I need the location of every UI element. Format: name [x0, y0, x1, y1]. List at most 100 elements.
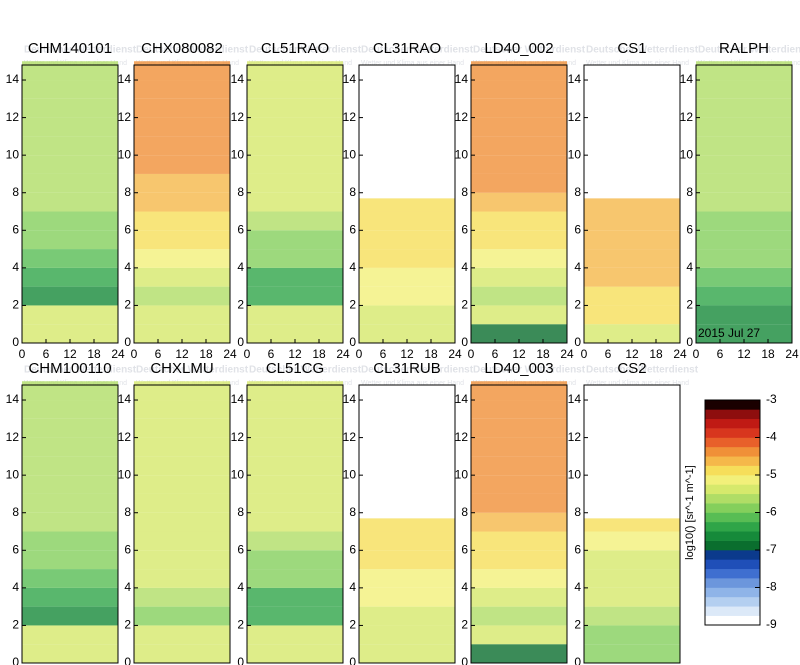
heatmap-cell [134, 173, 230, 193]
y-tick-label: 12 [118, 430, 132, 444]
heatmap-cell [471, 192, 567, 212]
colorbar-tick-label: -3 [766, 392, 777, 406]
heatmap-cell [471, 286, 567, 306]
heatmap-cell [359, 569, 455, 588]
heatmap-cell [471, 550, 567, 570]
watermark: Deutscher Wetterdienst [24, 45, 137, 56]
watermark: Wetter und Klima aus einer Hand [361, 380, 464, 387]
heatmap-cell [471, 400, 567, 419]
heatmap-cell [134, 192, 230, 212]
y-tick-label: 12 [455, 430, 469, 444]
heatmap-cell [22, 267, 118, 287]
y-tick-label: 14 [118, 72, 132, 86]
heatmap-cell [247, 155, 343, 174]
y-tick-label: 0 [237, 335, 244, 349]
y-tick-label: 6 [124, 542, 131, 556]
colorbar-swatch [705, 512, 760, 523]
x-tick-label: 6 [380, 347, 387, 361]
panel-title: CHM140101 [28, 40, 112, 57]
colorbar-swatch [705, 437, 760, 448]
x-tick-label: 18 [649, 347, 663, 361]
heatmap-cell [22, 512, 118, 532]
y-tick-label: 10 [231, 147, 245, 161]
colorbar-swatch [705, 409, 760, 420]
y-tick-label: 8 [237, 505, 244, 519]
colorbar-swatch [705, 540, 760, 551]
heatmap-cell [471, 117, 567, 137]
heatmap-cell [359, 249, 455, 268]
heatmap-cell [696, 117, 792, 137]
colorbar-swatch [705, 493, 760, 504]
y-tick-label: 6 [461, 542, 468, 556]
y-tick-label: 14 [680, 72, 694, 86]
y-tick-label: 8 [124, 185, 131, 199]
y-tick-label: 10 [568, 467, 582, 481]
heatmap-cell [247, 136, 343, 156]
colorbar-swatch [705, 531, 760, 541]
y-tick-label: 14 [343, 392, 357, 406]
panel-title: CS2 [617, 360, 646, 377]
heatmap-cell [247, 456, 343, 476]
heatmap-cell [584, 286, 680, 306]
colorbar-tick-label: -6 [766, 505, 777, 519]
y-tick-label: 2 [12, 618, 19, 632]
colorbar-swatch [705, 428, 760, 438]
y-tick-label: 14 [568, 72, 582, 86]
x-tick-label: 0 [468, 347, 475, 361]
heatmap-cell [22, 531, 118, 551]
heatmap-cell [696, 267, 792, 287]
y-tick-label: 10 [680, 147, 694, 161]
colorbar-tick-label: -5 [766, 467, 777, 481]
plot-frame [470, 384, 568, 664]
heatmap-cell [584, 324, 680, 343]
heatmap-cell [696, 136, 792, 156]
y-tick-label: 12 [118, 110, 132, 124]
heatmap-cell [134, 644, 230, 663]
heatmap-cell [471, 324, 567, 343]
heatmap-cell [22, 324, 118, 343]
x-tick-label: 12 [63, 347, 77, 361]
x-tick-label: 12 [737, 347, 751, 361]
heatmap-cell [696, 286, 792, 306]
heatmap-cell [247, 267, 343, 287]
colorbar-swatch [705, 559, 760, 570]
watermark: Wetter und Klima aus einer Hand [586, 60, 689, 67]
colorbar-tick-label: -4 [766, 430, 777, 444]
heatmap-cell [134, 286, 230, 306]
x-tick-label: 18 [87, 347, 101, 361]
heatmap-cell [584, 230, 680, 250]
colorbar-swatch [705, 465, 760, 476]
heatmap-cell [22, 493, 118, 513]
y-tick-label: 6 [12, 222, 19, 236]
heatmap-cell [22, 117, 118, 137]
y-tick-label: 14 [568, 392, 582, 406]
heatmap-cell [134, 569, 230, 588]
heatmap-cell [471, 249, 567, 268]
y-tick-label: 8 [237, 185, 244, 199]
heatmap-cell [247, 211, 343, 231]
y-tick-label: 8 [461, 185, 468, 199]
heatmap-cell [359, 198, 455, 212]
heatmap-cell [134, 267, 230, 287]
heatmap-cell [471, 61, 567, 81]
heatmap-cell [247, 80, 343, 99]
heatmap-cell [134, 61, 230, 81]
heatmap-cell [696, 305, 792, 325]
heatmap-cell [247, 98, 343, 118]
y-tick-label: 10 [231, 467, 245, 481]
panel-title: CL51RAO [261, 40, 329, 57]
y-tick-label: 2 [124, 298, 131, 312]
y-tick-label: 4 [12, 580, 19, 594]
colorbar-swatch [705, 568, 760, 579]
watermark: Deutscher Wetterdienst [361, 45, 474, 56]
heatmap-cell [471, 155, 567, 174]
y-tick-label: 0 [686, 335, 693, 349]
heatmap-cell [359, 587, 455, 607]
y-tick-label: 2 [686, 298, 693, 312]
heatmap-cell [22, 80, 118, 99]
y-tick-label: 14 [343, 72, 357, 86]
y-tick-label: 4 [461, 260, 468, 274]
x-tick-label: 0 [356, 347, 363, 361]
panel-title: CS1 [617, 40, 646, 57]
